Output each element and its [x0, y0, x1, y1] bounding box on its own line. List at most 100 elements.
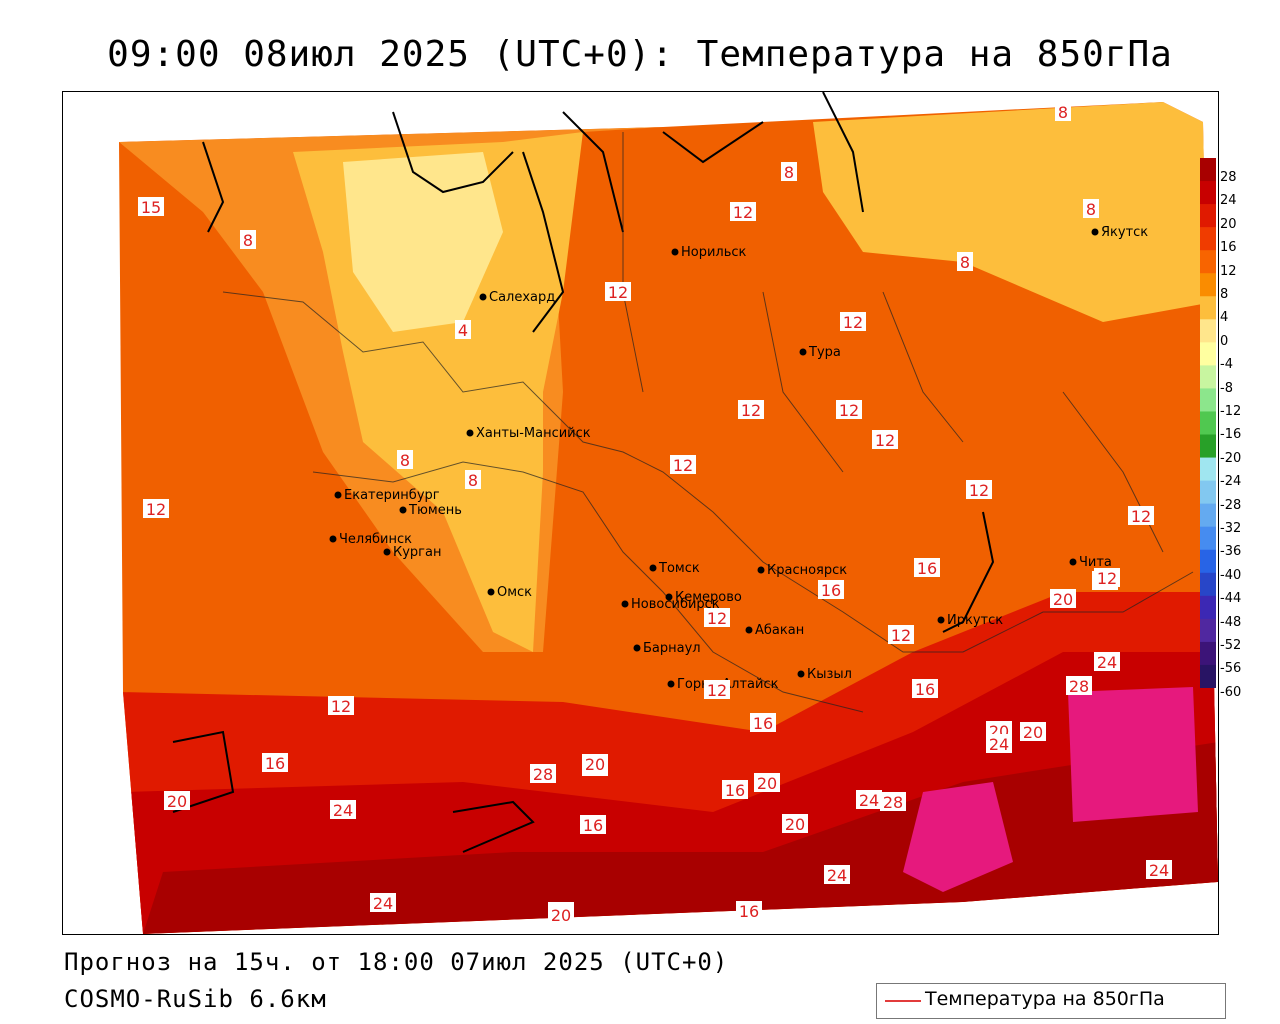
isotherm-label: 28	[530, 764, 556, 784]
isotherm-label: 12	[704, 608, 730, 628]
map-area[interactable]: Норильск Якутск Салехард Тура Ханты-Мансийск…	[62, 91, 1219, 935]
colorbar	[1200, 158, 1216, 689]
city-marker: Тюмень	[399, 503, 462, 518]
svg-text:12: 12	[741, 401, 761, 420]
colorbar-tick-label: -40	[1220, 567, 1242, 583]
svg-text:20: 20	[167, 792, 187, 811]
city-dot	[1091, 228, 1099, 236]
city-markers: Норильск Якутск Салехард Тура Ханты-Мансийск…	[329, 225, 1148, 692]
isotherm-label: 12	[328, 696, 354, 716]
svg-text:12: 12	[969, 481, 989, 500]
isotherm-label: 8	[397, 450, 413, 470]
isotherm-label: 8	[957, 252, 973, 272]
isotherm-label: 8	[1083, 199, 1099, 219]
isotherm-label: 24	[986, 734, 1012, 754]
isotherm-label: 8	[781, 162, 797, 182]
svg-text:8: 8	[1058, 103, 1068, 122]
city-dot	[797, 670, 805, 678]
isotherm-label: 15	[138, 197, 164, 217]
colorbar-swatch	[1200, 641, 1216, 666]
city-label: Чита	[1079, 555, 1112, 570]
colorbar-swatch	[1200, 273, 1216, 297]
city-label: Екатеринбург	[344, 488, 440, 503]
isotherm-label: 24	[856, 790, 882, 810]
city-dot	[329, 535, 337, 543]
isotherm-label: 28	[1066, 676, 1092, 696]
svg-text:24: 24	[1097, 653, 1117, 672]
colorbar-tick-label: -36	[1220, 544, 1242, 560]
city-dot	[633, 644, 641, 652]
colorbar-tick-label: 12	[1220, 263, 1237, 279]
city-marker: Томск	[649, 561, 700, 576]
colorbar-tick-label: 0	[1220, 333, 1229, 349]
city-label: Красноярск	[767, 563, 847, 578]
svg-text:12: 12	[875, 431, 895, 450]
isotherm-label: 20	[1050, 589, 1076, 609]
colorbar-tick-label: -60	[1220, 684, 1242, 700]
colorbar-swatch	[1200, 365, 1216, 389]
city-marker: Екатеринбург	[334, 488, 440, 503]
colorbar-tick-label: -8	[1220, 380, 1233, 396]
isotherm-label: 16	[818, 580, 844, 600]
colorbar-tick-label: -16	[1220, 427, 1242, 443]
colorbar-tick-label: 8	[1220, 287, 1229, 302]
isotherm-label: 24	[1094, 652, 1120, 672]
city-dot	[665, 593, 673, 601]
svg-text:24: 24	[859, 791, 879, 810]
city-label: Томск	[658, 561, 700, 576]
colorbar-swatch	[1200, 227, 1216, 251]
colorbar-swatch	[1200, 204, 1216, 228]
isotherm-label: 20	[782, 814, 808, 834]
city-label: Ханты-Мансийск	[476, 426, 591, 441]
colorbar-tick-label: -52	[1220, 638, 1242, 653]
city-marker: Чита	[1069, 555, 1112, 570]
svg-text:20: 20	[1053, 590, 1073, 609]
city-marker: Иркутск	[937, 613, 1003, 628]
city-label: Норильск	[681, 245, 747, 260]
svg-text:28: 28	[533, 765, 553, 784]
isotherm-label: 12	[966, 480, 992, 500]
isotherm-label: 24	[824, 865, 850, 885]
city-dot	[667, 680, 675, 688]
isotherm-label: 20	[754, 773, 780, 793]
colorbar-swatch	[1200, 434, 1216, 459]
city-dot	[757, 566, 765, 574]
svg-text:16: 16	[915, 680, 935, 699]
city-dot	[621, 600, 629, 608]
city-label: Тюмень	[408, 503, 462, 518]
city-marker: Омск	[487, 585, 532, 600]
colorbar-tick-label: -32	[1220, 521, 1242, 536]
isotherm-label: 16	[262, 753, 288, 773]
colorbar-swatch	[1200, 388, 1216, 412]
svg-text:28: 28	[883, 793, 903, 812]
svg-text:16: 16	[753, 714, 773, 733]
isotherm-label: 16	[580, 815, 606, 835]
isotherm-label: 12	[1094, 568, 1120, 588]
city-marker: Барнаул	[633, 641, 701, 656]
colorbar-swatch	[1200, 503, 1216, 528]
isotherm-label: 24	[370, 893, 396, 913]
city-marker: Тура	[799, 345, 841, 360]
isotherm-label: 12	[872, 430, 898, 450]
city-dot	[671, 248, 679, 256]
city-dot	[479, 293, 487, 301]
svg-text:16: 16	[583, 816, 603, 835]
svg-text:28: 28	[1069, 677, 1089, 696]
colorbar-swatch	[1200, 296, 1216, 320]
model-info: COSMO-RuSib 6.6км	[64, 985, 327, 1013]
isotherm-label: 8	[1055, 102, 1071, 122]
svg-text:20: 20	[1023, 723, 1043, 742]
svg-text:15: 15	[141, 198, 161, 217]
isotherm-label: 12	[1128, 506, 1154, 526]
svg-text:24: 24	[373, 894, 393, 913]
city-marker: Салехард	[479, 290, 555, 305]
city-marker: Ханты-Мансийск	[466, 426, 591, 441]
svg-text:16: 16	[265, 754, 285, 773]
colorbar-swatch	[1200, 457, 1216, 482]
city-marker: Красноярск	[757, 563, 847, 578]
city-dot	[649, 564, 657, 572]
svg-text:16: 16	[917, 559, 937, 578]
isotherm-label: 8	[240, 230, 256, 250]
isotherm-label: 24	[330, 800, 356, 820]
colorbar-swatches	[1200, 158, 1216, 689]
